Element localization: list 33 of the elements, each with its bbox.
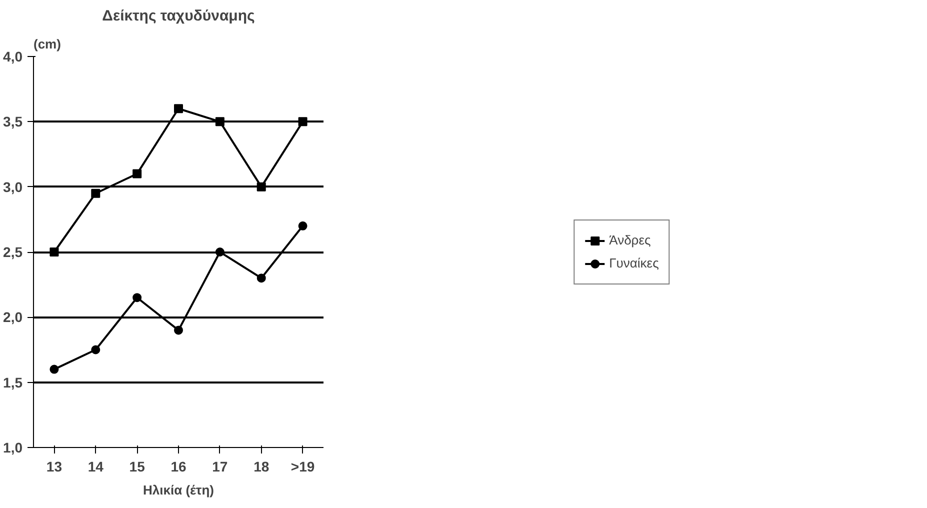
point	[91, 188, 100, 198]
x-tick-label: >19	[290, 458, 315, 474]
x-tick-label: 16	[170, 458, 186, 474]
point	[132, 169, 142, 178]
point	[91, 345, 100, 354]
point	[132, 293, 142, 302]
x-tick-label: 13	[46, 458, 62, 474]
y-tick-label: 2,0	[3, 309, 23, 326]
legend-label: Γυναίκες	[609, 256, 659, 270]
point	[256, 274, 266, 283]
y-tick-label: 4,0	[3, 48, 23, 64]
chart-title: Δείκτης ταχυδύναμης	[102, 8, 256, 24]
point	[174, 104, 183, 114]
y-tick-label: 2,5	[3, 244, 23, 260]
y-tick-label: 1,5	[3, 374, 23, 390]
point	[215, 248, 224, 256]
legend-label: Άνδρες	[609, 232, 651, 248]
point	[256, 182, 266, 192]
point	[298, 221, 308, 230]
y-tick-label: 3,0	[3, 178, 23, 195]
x-tick-label: 18	[254, 458, 270, 474]
y-tick-label: 1,0	[3, 440, 23, 456]
y-axis-title: (cm)	[34, 36, 61, 52]
point	[298, 117, 308, 126]
point	[215, 117, 224, 126]
x-tick-label: 15	[129, 458, 146, 474]
point	[50, 248, 59, 256]
x-tick-label: 14	[88, 458, 104, 474]
x-axis-title: Ηλικία (έτη)	[143, 482, 214, 498]
point	[50, 364, 59, 374]
x-tick-label: 17	[212, 458, 228, 474]
point	[174, 326, 183, 335]
y-tick-label: 3,5	[3, 114, 23, 130]
